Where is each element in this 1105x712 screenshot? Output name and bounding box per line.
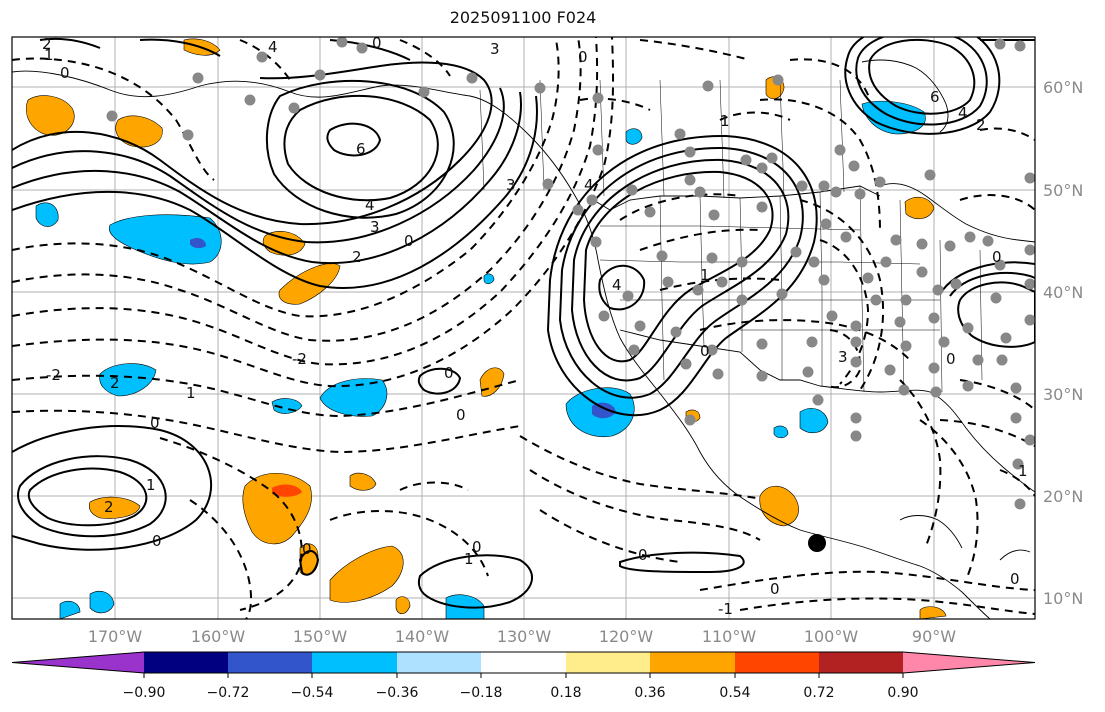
contour-label: 4	[958, 104, 968, 122]
contour-label: 4	[365, 196, 375, 214]
colorbar-segment	[228, 652, 312, 673]
contour-label: 4	[268, 38, 278, 56]
map-content: 2 1 0 4 6 4 3 2 0 6 4 2 4 1 0 -2 1 -2 0 …	[12, 34, 1035, 619]
contour-label: 2	[110, 374, 120, 392]
lon-label: 130°W	[497, 627, 552, 646]
colorbar-segment	[144, 652, 228, 673]
solid-contours	[12, 37, 1035, 609]
colorbar-tick-label: 0.90	[887, 685, 918, 701]
dashed-contours	[12, 37, 1035, 619]
lon-label: 120°W	[599, 627, 654, 646]
colorbar-ticks: −0.90 −0.72 −0.54 −0.36 −0.18 0.18 0.36 …	[123, 685, 919, 701]
lon-label: 100°W	[804, 627, 859, 646]
contour-label: 0	[404, 232, 414, 250]
contour-label: -2	[46, 366, 61, 384]
contour-label: 0	[150, 414, 160, 432]
contour-label: 3	[370, 218, 380, 236]
contour-label: 0	[1010, 570, 1020, 588]
station-dots	[106, 37, 1035, 510]
colorbar-tick-label: −0.54	[291, 685, 334, 701]
colorbar-segment	[481, 652, 566, 673]
colorbar-tick-label: 0.18	[550, 685, 581, 701]
contour-label: -2	[292, 350, 307, 368]
contour-label: 1	[1018, 462, 1028, 480]
contour-labels: 2 1 0 4 6 4 3 2 0 6 4 2 4 1 0 -2 1 -2 0 …	[42, 34, 1028, 618]
colorbar-tick-label: 0.54	[719, 685, 750, 701]
contour-label: 1	[44, 46, 54, 64]
colorbar-segment	[312, 652, 397, 673]
positive-anomaly-areas	[26, 38, 947, 619]
contour-label: 1	[720, 112, 730, 130]
colorbar-segment	[819, 652, 903, 673]
colorbar-tick-label: −0.72	[207, 685, 250, 701]
colorbar: −0.90 −0.72 −0.54 −0.36 −0.18 0.18 0.36 …	[11, 651, 1036, 701]
colorbar-segment	[903, 652, 1035, 673]
lon-label: 110°W	[702, 627, 757, 646]
contour-label: 2	[352, 248, 362, 266]
latitude-labels: 60°N 50°N 40°N 30°N 20°N 10°N	[1043, 78, 1083, 608]
lat-label: 10°N	[1043, 589, 1083, 608]
contour-label: 1	[464, 550, 474, 568]
lon-label: 140°W	[395, 627, 450, 646]
contour-label: 0	[444, 364, 454, 382]
map-border	[11, 36, 1036, 620]
contour-label: 0	[946, 350, 956, 368]
contour-label: 0	[302, 540, 312, 558]
colorbar-segment	[735, 652, 819, 673]
lon-label: 90°W	[912, 627, 956, 646]
lat-label: 50°N	[1043, 181, 1083, 200]
map-title: 2025091100 F024	[449, 8, 597, 27]
contour-label: 0	[992, 248, 1002, 266]
strong-positive-anomaly-areas	[272, 484, 302, 497]
contour-label: 1	[700, 266, 710, 284]
contour-label: 1	[146, 476, 156, 494]
contour-label: 3	[506, 176, 516, 194]
coastlines	[12, 59, 1035, 619]
contour-label: 0	[152, 532, 162, 550]
colorbar-segment	[397, 652, 481, 673]
marker-dot	[808, 534, 826, 552]
contour-label: 6	[930, 88, 940, 106]
contour-label: 0	[456, 406, 466, 424]
colorbar-segments	[11, 651, 1036, 678]
colorbar-tick-label: −0.36	[376, 685, 419, 701]
contour-label: 0	[372, 34, 382, 52]
colorbar-segment	[566, 652, 650, 673]
contour-label: 0	[60, 64, 70, 82]
contour-label: 4	[584, 176, 594, 194]
contour-label: 4	[612, 276, 622, 294]
longitude-labels: 170°W 160°W 150°W 140°W 130°W 120°W 110°…	[88, 627, 956, 646]
contour-label: -1	[718, 600, 733, 618]
contour-label: 2	[104, 498, 114, 516]
contour-label: 3	[838, 348, 848, 366]
lat-label: 60°N	[1043, 78, 1083, 97]
lon-label: 160°W	[191, 627, 246, 646]
contour-label: 6	[356, 140, 366, 158]
contour-label: 0	[638, 546, 648, 564]
colorbar-tick-label: 0.36	[634, 685, 665, 701]
contour-label: 2	[42, 35, 52, 53]
contour-label: 0	[770, 580, 780, 598]
colorbar-tick-label: −0.18	[460, 685, 503, 701]
contour-label: 3	[490, 40, 500, 58]
lat-label: 40°N	[1043, 283, 1083, 302]
contour-label: 1	[186, 384, 196, 402]
lat-label: 20°N	[1043, 487, 1083, 506]
lat-label: 30°N	[1043, 385, 1083, 404]
contour-label: 0	[472, 538, 482, 556]
colorbar-segment	[650, 652, 735, 673]
lon-label: 170°W	[88, 627, 143, 646]
colorbar-tick-label: 0.72	[803, 685, 834, 701]
contour-label: 0	[700, 342, 710, 360]
contour-label: 2	[976, 116, 986, 134]
strong-negative-anomaly-areas	[190, 238, 616, 419]
colorbar-tick-label: −0.90	[123, 685, 166, 701]
lon-label: 150°W	[293, 627, 348, 646]
colorbar-segment	[12, 652, 144, 673]
contour-label: 0	[578, 48, 588, 66]
